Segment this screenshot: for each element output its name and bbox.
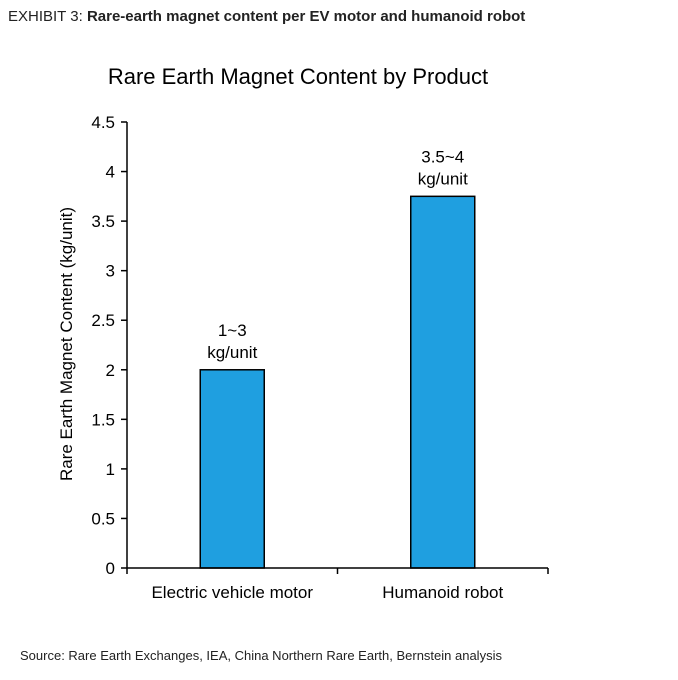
x-tick-label: Electric vehicle motor: [151, 583, 313, 602]
y-tick-label: 4.5: [91, 113, 115, 132]
exhibit-label: EXHIBIT 3:: [8, 8, 83, 25]
y-tick-label: 1: [106, 460, 115, 479]
y-tick-label: 0: [106, 559, 115, 578]
x-tick-label: Humanoid robot: [382, 583, 503, 602]
bar-data-label: 3.5~4: [421, 147, 464, 166]
y-tick-label: 2: [106, 361, 115, 380]
y-tick-label: 4: [106, 163, 115, 182]
y-tick-label: 1.5: [91, 410, 115, 429]
source-note: Source: Rare Earth Exchanges, IEA, China…: [20, 648, 502, 663]
bar-data-label: kg/unit: [207, 343, 257, 362]
y-tick-label: 0.5: [91, 509, 115, 528]
bar-chart: Rare Earth Magnet Content by Product Rar…: [57, 64, 549, 602]
bar-1: [410, 195, 476, 569]
bar-0: [199, 369, 265, 569]
y-tick-label: 2.5: [91, 311, 115, 330]
exhibit-header: EXHIBIT 3: Rare-earth magnet content per…: [8, 8, 525, 25]
y-tick-label: 3: [106, 262, 115, 281]
y-tick-label: 3.5: [91, 212, 115, 231]
y-axis-label: Rare Earth Magnet Content (kg/unit): [57, 207, 76, 481]
bar-data-label: 1~3: [218, 321, 247, 340]
chart-title: Rare Earth Magnet Content by Product: [108, 64, 488, 89]
bar-data-label: kg/unit: [418, 169, 468, 188]
exhibit-title: Rare-earth magnet content per EV motor a…: [86, 8, 526, 25]
